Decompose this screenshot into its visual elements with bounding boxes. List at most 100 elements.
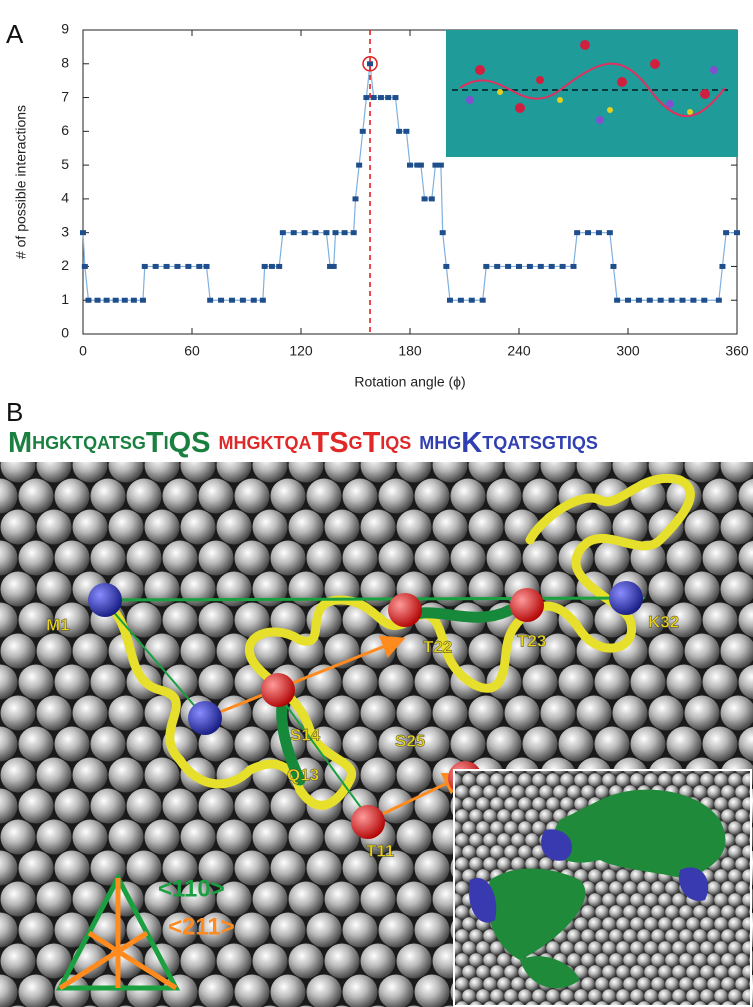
data-point xyxy=(447,298,453,303)
data-point xyxy=(164,264,170,269)
data-point xyxy=(142,264,148,269)
data-point xyxy=(418,163,424,168)
data-point xyxy=(353,196,359,201)
sequence-part: QS xyxy=(169,427,211,459)
data-point xyxy=(360,129,366,134)
data-point xyxy=(403,129,409,134)
data-point xyxy=(131,298,137,303)
y-tick-label: 9 xyxy=(61,21,69,37)
data-point xyxy=(719,264,725,269)
data-point xyxy=(549,264,555,269)
data-point xyxy=(113,298,119,303)
residue-label: K32 xyxy=(648,612,679,631)
residue-label: S14 xyxy=(290,725,321,744)
data-point xyxy=(85,298,91,303)
data-point xyxy=(260,298,266,303)
data-point xyxy=(571,264,577,269)
data-point xyxy=(669,298,675,303)
data-point xyxy=(104,298,110,303)
x-tick-label: 120 xyxy=(289,343,313,359)
data-point xyxy=(153,264,159,269)
data-point xyxy=(407,163,413,168)
y-tick-label: 7 xyxy=(61,88,69,104)
data-point xyxy=(458,298,464,303)
y-tick-label: 4 xyxy=(61,190,69,206)
data-point xyxy=(680,298,686,303)
data-point xyxy=(385,95,391,100)
data-point xyxy=(625,298,631,303)
data-point xyxy=(480,298,486,303)
x-tick-label: 240 xyxy=(507,343,531,359)
direction-label: <110> xyxy=(158,875,225,902)
data-point xyxy=(527,264,533,269)
data-point xyxy=(82,264,88,269)
data-point xyxy=(538,264,544,269)
data-point xyxy=(716,298,722,303)
sequence-part: MHG xyxy=(419,433,461,453)
data-point xyxy=(95,298,101,303)
data-point xyxy=(392,95,398,100)
data-point xyxy=(367,61,373,66)
residue-label: T11 xyxy=(366,841,394,860)
y-tick-label: 8 xyxy=(61,54,69,70)
data-point xyxy=(658,298,664,303)
data-point xyxy=(505,264,511,269)
data-point xyxy=(596,230,602,235)
y-tick-label: 1 xyxy=(61,291,69,307)
direction-label: <211> xyxy=(168,913,235,940)
residue-label: S25 xyxy=(395,731,425,750)
data-point xyxy=(422,196,428,201)
data-point xyxy=(331,264,337,269)
data-point xyxy=(614,298,620,303)
y-tick-label: 5 xyxy=(61,156,69,172)
sequence-part: MHGKTQA xyxy=(218,433,311,453)
data-point xyxy=(196,264,202,269)
data-point xyxy=(701,298,707,303)
data-point xyxy=(218,298,224,303)
x-tick-label: 0 xyxy=(79,343,87,359)
x-tick-label: 60 xyxy=(184,343,200,359)
sequence-part: TQATSGTIQS xyxy=(482,433,598,453)
data-point xyxy=(240,298,246,303)
data-point xyxy=(280,230,286,235)
sequence-part: HGKTQATSG xyxy=(32,433,146,453)
data-point xyxy=(356,163,362,168)
sequence-part: TS xyxy=(311,427,348,459)
inset-image xyxy=(446,30,738,157)
data-point xyxy=(723,230,729,235)
panel-label: B xyxy=(6,397,23,427)
data-point xyxy=(607,230,613,235)
data-point xyxy=(80,230,86,235)
data-point xyxy=(574,230,580,235)
data-point xyxy=(251,298,257,303)
x-axis-title: Rotation angle (ϕ) xyxy=(354,374,465,390)
data-point xyxy=(363,95,369,100)
data-point xyxy=(610,264,616,269)
residue-label: T23 xyxy=(517,631,546,650)
data-point xyxy=(585,230,591,235)
data-point xyxy=(371,95,377,100)
data-point xyxy=(262,264,268,269)
data-point xyxy=(313,230,319,235)
data-point xyxy=(396,129,402,134)
sequence-part: M xyxy=(8,427,32,459)
data-point xyxy=(494,264,500,269)
residue-label: T22 xyxy=(423,637,452,656)
data-point xyxy=(483,264,489,269)
data-point xyxy=(734,230,740,235)
data-point xyxy=(636,298,642,303)
data-point xyxy=(333,230,339,235)
data-point xyxy=(690,298,696,303)
y-tick-label: 0 xyxy=(61,325,69,341)
y-tick-label: 6 xyxy=(61,122,69,138)
data-point xyxy=(204,264,210,269)
data-point xyxy=(291,230,297,235)
data-point xyxy=(440,230,446,235)
data-point xyxy=(122,298,128,303)
data-point xyxy=(438,163,444,168)
y-tick-label: 3 xyxy=(61,223,69,239)
data-point xyxy=(207,298,213,303)
data-point xyxy=(229,298,235,303)
data-point xyxy=(276,264,282,269)
